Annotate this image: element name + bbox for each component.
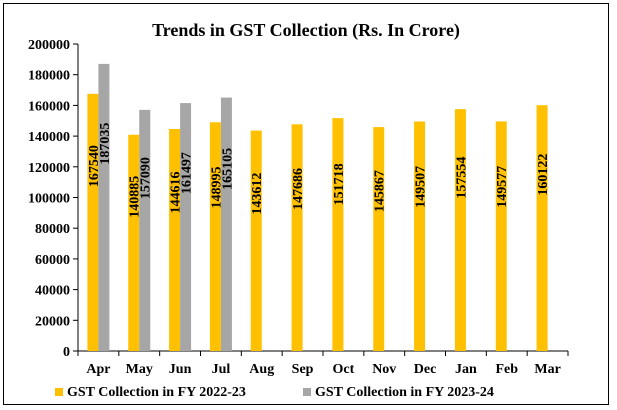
data-label-jan-series-1: 157554 [454,157,469,199]
y-tick-label: 100000 [28,192,70,207]
y-tick-label: 20000 [35,314,70,329]
x-tick-label-jan: Jan [455,362,477,377]
legend: GST Collection in FY 2022-23 GST Collect… [55,385,494,400]
bar-jun-series-2 [180,103,192,351]
y-tick-label: 200000 [28,38,70,53]
bar-may-series-1 [128,134,140,351]
data-label-sep-series-1: 147686 [291,168,306,210]
y-tick-label: 160000 [28,99,70,114]
data-label-jul-series-1: 148995 [209,166,224,208]
x-tick-label-jul: Jul [212,362,231,377]
x-tick-label-feb: Feb [495,362,518,377]
data-label-aug-series-1: 143612 [250,173,265,215]
x-tick-label-mar: Mar [534,362,560,377]
bar-feb-series-1 [495,121,507,351]
x-tick-label-aug: Aug [249,362,274,377]
data-label-oct-series-1: 151718 [332,163,347,205]
x-tick-label-sep: Sep [292,362,314,377]
x-tick-label-dec: Dec [414,362,437,377]
x-tick-label-oct: Oct [333,362,355,377]
y-tick-label: 80000 [35,222,70,237]
bar-mar-series-1 [536,105,548,351]
data-label-dec-series-1: 149507 [414,166,429,208]
bar-sep-series-1 [291,124,303,351]
y-tick-label: 180000 [28,69,70,84]
data-label-apr-series-2: 187035 [98,123,113,165]
bar-jul-series-1 [209,122,221,352]
y-tick-label: 120000 [28,161,70,176]
legend-label-fy-2022-23: GST Collection in FY 2022-23 [67,385,246,400]
data-label-jun-series-2: 161497 [180,152,195,194]
legend-label-fy-2023-24: GST Collection in FY 2023-24 [315,385,494,400]
bar-jul-series-2 [220,97,232,351]
legend-swatch-fy-2023-24 [303,388,311,396]
bar-apr-series-1 [87,93,99,351]
chart-title: Trends in GST Collection (Rs. In Crore) [152,20,460,41]
data-label-jul-series-2: 165105 [220,148,235,190]
data-label-may-series-1: 140885 [128,176,143,218]
y-tick-label: 140000 [28,130,70,145]
bar-oct-series-1 [332,118,344,351]
data-label-may-series-2: 157090 [139,157,154,199]
y-tick-label: 0 [63,345,70,360]
data-label-apr-series-1: 167540 [87,145,102,187]
bar-apr-series-2 [98,63,110,351]
bar-may-series-2 [139,109,151,351]
bar-aug-series-1 [250,130,262,351]
bar-dec-series-1 [414,121,426,352]
y-tick-label: 40000 [35,284,70,299]
x-axis: Apr May Jun Jul Aug Sep Oct Nov Dec Jan Feb Mar [77,350,569,377]
y-tick-label: 60000 [35,253,70,268]
data-label-mar-series-1: 160122 [536,154,551,196]
bars [87,63,548,352]
bar-nov-series-1 [373,127,385,352]
data-label-nov-series-1: 145867 [373,170,388,212]
x-tick-label-jun: Jun [169,362,192,377]
legend-swatch-fy-2022-23 [55,388,63,396]
x-tick-label-may: May [126,362,153,377]
bar-jun-series-1 [169,129,181,351]
data-label-feb-series-1: 149577 [495,166,510,208]
x-tick-label-apr: Apr [86,362,110,377]
y-axis: 0 20000 40000 60000 80000 100000 120000 140000 1… [28,38,79,360]
x-tick-label-nov: Nov [372,362,396,377]
data-label-jun-series-1: 144616 [169,172,184,214]
bar-jan-series-1 [454,109,466,352]
